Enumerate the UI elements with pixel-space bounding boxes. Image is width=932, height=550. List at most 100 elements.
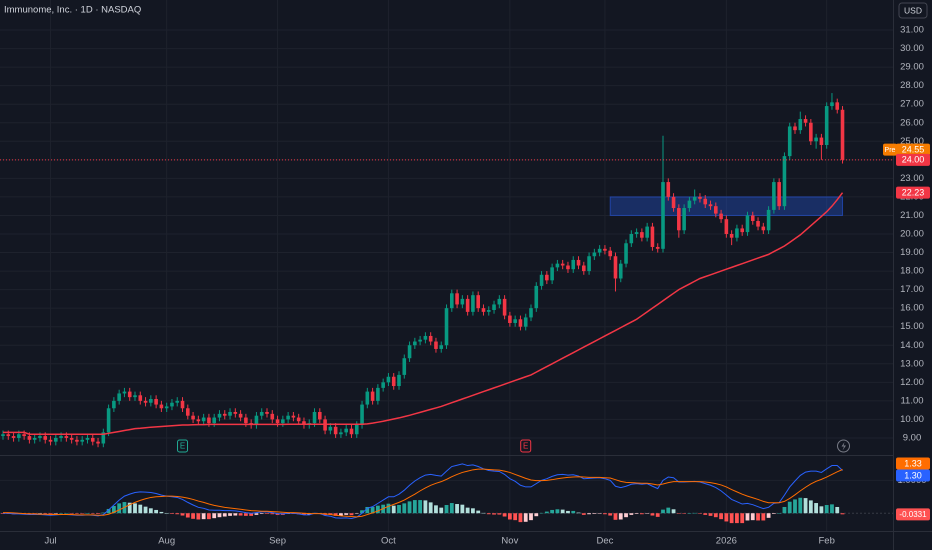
y-tick-label: 21.00 — [900, 210, 924, 221]
macd-histogram-bar — [249, 513, 254, 516]
candle-body — [486, 310, 491, 312]
candle-body — [259, 411, 264, 416]
candle-body — [508, 315, 512, 323]
candle-body — [640, 232, 644, 238]
candle-body — [592, 252, 597, 257]
candle-body — [344, 428, 348, 433]
candle-body — [465, 298, 470, 312]
macd-histogram-bar — [502, 513, 507, 517]
candle-body — [244, 417, 248, 424]
candle-body — [64, 436, 69, 438]
candle-body — [75, 439, 79, 442]
macd-histogram-bar — [840, 513, 845, 515]
y-tick-label: 27.00 — [900, 99, 924, 110]
macd-histogram-bar — [539, 512, 544, 514]
candle-body — [719, 213, 723, 220]
candle-body — [59, 436, 63, 438]
macd-histogram-bar — [270, 513, 275, 515]
candle-body — [138, 395, 143, 401]
y-tick-label: 13.00 — [900, 358, 924, 369]
candle-body — [545, 274, 549, 281]
candle-body — [196, 419, 201, 422]
macd-histogram-bar — [692, 512, 697, 514]
macd-histogram-bar — [243, 513, 248, 516]
event-marker[interactable] — [177, 439, 189, 453]
candle-body — [650, 226, 655, 247]
candle-body — [413, 341, 417, 346]
candle-body — [428, 335, 433, 342]
candle-body — [254, 415, 259, 425]
candle-body — [513, 319, 517, 323]
candle-body — [703, 198, 708, 205]
candle-body — [550, 267, 554, 281]
candle-body — [154, 399, 158, 405]
candle-body — [634, 232, 639, 234]
news-icon[interactable] — [837, 439, 851, 453]
candle-body — [22, 434, 26, 437]
candle-body — [275, 419, 280, 424]
candle-body — [750, 215, 755, 222]
signal-label: 1.33 — [904, 458, 922, 468]
macd-histogram-bar — [523, 513, 528, 522]
macd-histogram-bar — [687, 513, 692, 514]
candle-body — [391, 376, 396, 387]
macd-histogram-bar — [439, 507, 444, 514]
macd-histogram-bar — [571, 510, 576, 514]
macd-histogram-bar — [111, 506, 116, 514]
macd-histogram-bar — [803, 498, 808, 514]
candle-body — [370, 391, 375, 401]
candle-body — [450, 293, 454, 309]
macd-histogram-bar — [423, 500, 428, 514]
candle-body — [291, 415, 296, 418]
macd-histogram-bar — [471, 508, 475, 514]
candle-body — [38, 436, 42, 438]
y-tick-label: 17.00 — [900, 284, 924, 295]
candle-body — [360, 404, 364, 425]
macd-histogram-bar — [566, 510, 570, 514]
candle-body — [328, 426, 333, 431]
currency-button[interactable] — [898, 2, 928, 19]
macd-histogram-bar — [386, 503, 391, 514]
candle-body — [302, 421, 306, 425]
currency[interactable]: USD — [904, 5, 922, 15]
candle-body — [122, 391, 127, 394]
macd-histogram-bar — [254, 513, 259, 515]
macd-histogram-bar — [465, 507, 470, 514]
candle-body — [793, 126, 797, 131]
macd-histogram-bar — [703, 513, 708, 515]
candle-body — [624, 243, 628, 264]
macd-histogram-bar — [761, 513, 766, 521]
macd-histogram-bar — [819, 506, 824, 514]
y-tick-label: 26.00 — [900, 117, 924, 128]
y-tick-label: 28.00 — [900, 80, 924, 91]
y-tick-label: 9.00 — [903, 432, 922, 443]
candle-body — [571, 259, 576, 270]
macd-histogram-bar — [740, 513, 745, 524]
candle-body — [434, 341, 438, 349]
candle-body — [655, 246, 660, 249]
candle-body — [333, 426, 338, 435]
candle-body — [270, 413, 275, 420]
y-tick-label: 12.00 — [900, 377, 924, 388]
macd-histogram-bar — [302, 513, 306, 515]
macd-histogram-bar — [661, 509, 665, 514]
zone-box — [609, 196, 844, 216]
candle-body — [228, 411, 232, 416]
macd-histogram-bar — [645, 513, 650, 514]
macd-histogram-bar — [365, 506, 370, 514]
macd-histogram-bar — [397, 505, 401, 514]
event-label: E — [180, 442, 185, 451]
y-tick-label: 10.00 — [900, 414, 924, 425]
histogram-label: -0.0331 — [899, 510, 927, 519]
macd-histogram-bar — [613, 513, 618, 520]
candle-body — [207, 417, 211, 424]
event-marker[interactable] — [520, 439, 532, 453]
macd-histogram-bar — [544, 511, 549, 514]
macd-histogram-bar — [629, 513, 634, 515]
candle-body — [117, 393, 121, 401]
macd-histogram-bar — [434, 505, 438, 514]
candle-body — [159, 404, 164, 409]
candle-body — [191, 415, 195, 420]
candle-body — [85, 437, 90, 440]
